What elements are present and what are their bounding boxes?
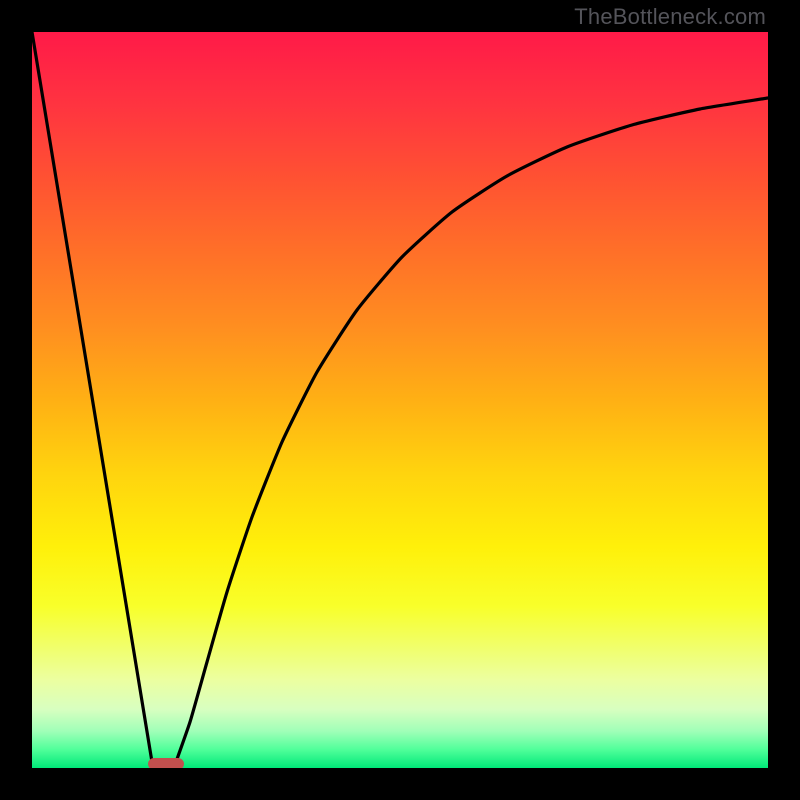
- frame-right: [768, 0, 800, 800]
- curve-right: [176, 98, 768, 762]
- watermark-text: TheBottleneck.com: [574, 4, 766, 30]
- curve-layer: [32, 32, 768, 768]
- vertex-marker: [148, 758, 184, 768]
- curve-left-line: [32, 32, 152, 762]
- frame-left: [0, 0, 32, 800]
- frame-bottom: [0, 768, 800, 800]
- chart-container: TheBottleneck.com: [0, 0, 800, 800]
